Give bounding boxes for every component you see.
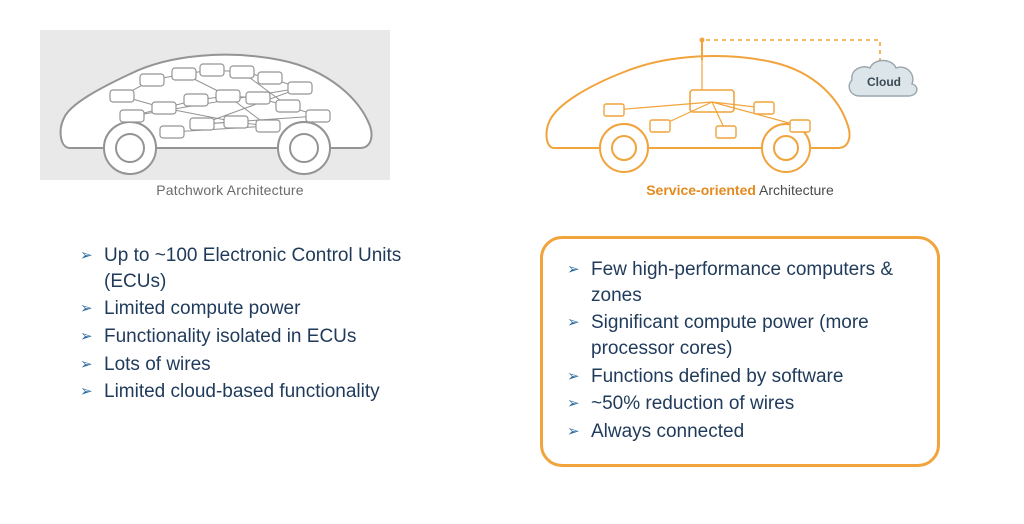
- left-car-diagram: [40, 30, 390, 180]
- bullet-marker-icon: ➢: [567, 393, 580, 416]
- right-bullets-box: ➢Few high-performance computers & zones➢…: [540, 236, 940, 467]
- bullet-item: ➢ Lots of wires: [80, 352, 420, 378]
- bullet-text: Up to ~100 Electronic Control Units (ECU…: [104, 245, 401, 292]
- left-bullet-list: ➢ Up to ~100 Electronic Control Units (EC…: [70, 243, 420, 405]
- bullet-marker-icon: ➢: [567, 421, 580, 444]
- bullet-marker-icon: ➢: [80, 381, 93, 404]
- bullet-item: ➢ Few high-performance computers & zones: [567, 257, 927, 308]
- bullet-item: ➢ Significant compute power (more process…: [567, 310, 927, 361]
- bullet-item: ➢ Up to ~100 Electronic Control Units (EC…: [80, 243, 420, 294]
- bullet-text: Lots of wires: [104, 354, 211, 375]
- bullet-marker-icon: ➢: [80, 245, 93, 268]
- bullet-text: ~50% reduction of wires: [591, 393, 794, 414]
- bullet-item: ➢ Functions defined by software: [567, 364, 927, 390]
- right-caption-rest: Architecture: [756, 182, 834, 198]
- comparison-row: Patchwork Architecture ➢ Up to ~100 Elect…: [40, 30, 984, 467]
- bullet-item: ➢ Limited cloud-based functionality: [80, 379, 420, 405]
- left-caption: Patchwork Architecture: [40, 182, 420, 198]
- bullet-text: Limited compute power: [104, 298, 300, 319]
- bullet-text: Always connected: [591, 421, 744, 442]
- bullet-marker-icon: ➢: [80, 298, 93, 321]
- bullet-item: ➢ Functionality isolated in ECUs: [80, 324, 420, 350]
- bullet-item: ➢ Limited compute power: [80, 296, 420, 322]
- right-column: Cloud Service-oriented Architecture ➢ Few…: [540, 30, 940, 467]
- bullet-marker-icon: ➢: [567, 366, 580, 389]
- bullet-item: ➢ Always connected: [567, 419, 927, 445]
- bullet-text: Limited cloud-based functionality: [104, 381, 380, 402]
- left-column: Patchwork Architecture ➢ Up to ~100 Elect…: [40, 30, 420, 467]
- bullet-text: Functions defined by software: [591, 366, 843, 387]
- right-caption-so: Service-oriented: [646, 182, 756, 198]
- right-caption: Service-oriented Architecture: [540, 182, 940, 198]
- left-bullets-container: ➢ Up to ~100 Electronic Control Units (EC…: [40, 243, 420, 405]
- bullet-item: ➢ ~50% reduction of wires: [567, 391, 927, 417]
- bullet-text: Significant compute power (more processo…: [591, 312, 869, 359]
- bullet-marker-icon: ➢: [567, 312, 580, 335]
- bullet-text: Few high-performance computers & zones: [591, 259, 893, 306]
- bullet-marker-icon: ➢: [80, 354, 93, 377]
- bullet-marker-icon: ➢: [567, 259, 580, 282]
- right-car-diagram: Cloud: [540, 30, 940, 180]
- right-bullet-list: ➢Few high-performance computers & zones➢…: [557, 257, 927, 444]
- bullet-text: Functionality isolated in ECUs: [104, 326, 356, 347]
- bullet-marker-icon: ➢: [80, 326, 93, 349]
- cloud-label: Cloud: [867, 75, 901, 89]
